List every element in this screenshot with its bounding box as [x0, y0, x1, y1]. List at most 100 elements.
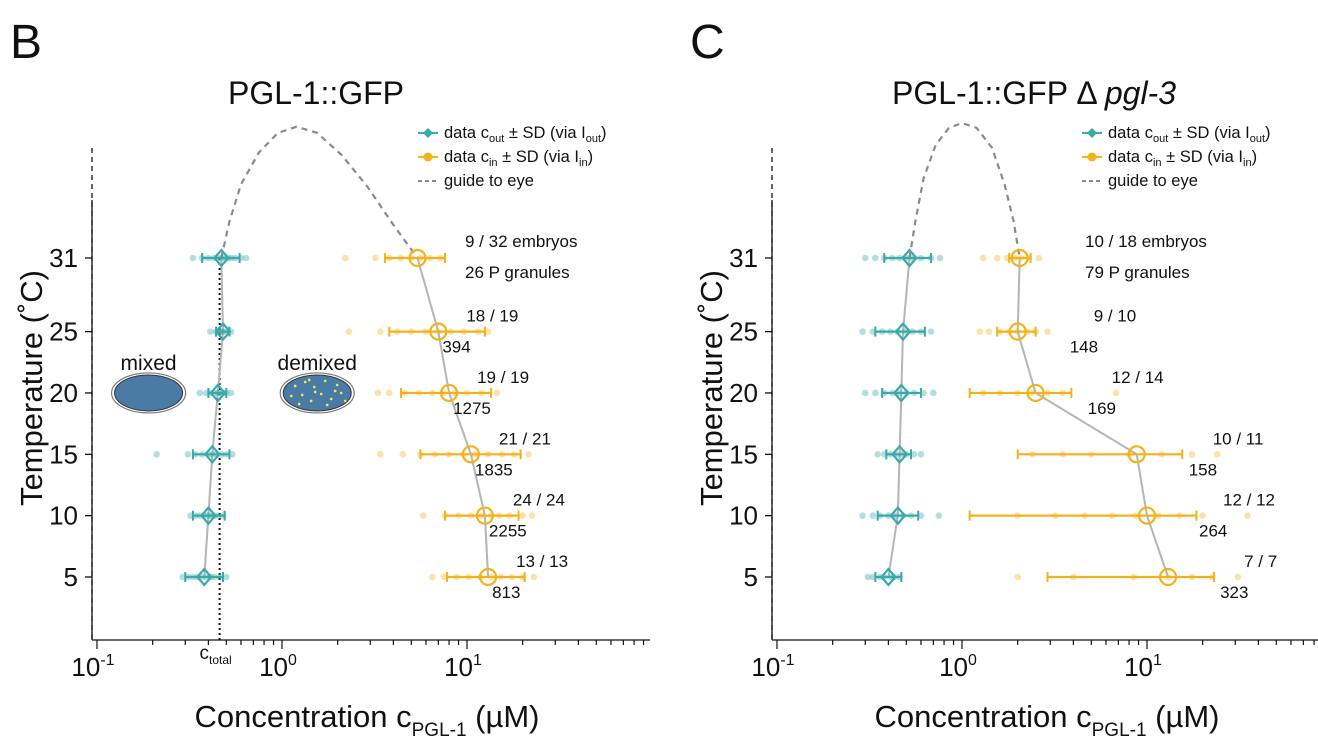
p-granule-dot — [303, 380, 307, 384]
cin-mean-marker — [1010, 248, 1029, 268]
demixed-droplet-illustration: demixed — [278, 352, 357, 414]
legend-text: data c — [444, 124, 489, 142]
p-granule-dot — [300, 393, 304, 397]
p-granule-dot — [335, 383, 339, 387]
cout-mean-marker — [891, 444, 909, 464]
cin-raw-point — [493, 389, 501, 397]
y-tick-label: 31 — [49, 243, 78, 273]
x-tick-base: 10 — [939, 652, 968, 682]
legend-text: data c — [1108, 124, 1153, 142]
cout-mean-marker — [214, 321, 232, 342]
cout-connector-line — [203, 257, 225, 578]
y-tick-label: 15 — [729, 439, 758, 469]
cout-raw-point — [917, 451, 925, 458]
p-granule-dot — [323, 379, 327, 383]
demixed-label: demixed — [278, 352, 357, 375]
annotation-embryos: 24 / 24 — [513, 491, 565, 510]
p-granule-dot — [307, 378, 311, 382]
cin-mean-marker — [1137, 506, 1157, 525]
cin-raw-point — [1035, 254, 1043, 262]
cout-raw-point — [869, 512, 877, 519]
x-tick-label: 10-1 — [751, 652, 794, 682]
cout-mean-marker — [195, 567, 213, 587]
annotation-granules: 79 P granules — [1085, 263, 1190, 282]
x-tick-exponent: -1 — [780, 652, 794, 669]
x-tick-label: 101 — [444, 652, 482, 682]
cin-raw-point — [993, 254, 1001, 262]
x-tick-base: 10 — [1124, 652, 1153, 682]
p-granule-dot — [312, 385, 316, 389]
x-axis-label-unit: (µM) — [467, 699, 540, 734]
cout-mean-marker — [892, 383, 910, 403]
cout-mean-marker — [894, 321, 912, 342]
legend-sub: in — [1243, 157, 1252, 169]
p-granule-dot — [325, 403, 329, 407]
annotation-granules: 2255 — [489, 522, 527, 541]
cout-mean-marker — [889, 505, 907, 526]
annotation-granules: 169 — [1088, 399, 1116, 418]
chart-title: PGL-1::GFP Δ pgl-3 — [892, 75, 1176, 111]
p-granule-dot — [339, 391, 343, 395]
p-granule-dot — [289, 394, 293, 398]
legend-text: data c — [1108, 148, 1153, 166]
cout-mean-marker — [212, 248, 230, 268]
cin-mean-marker — [408, 248, 427, 268]
cin-mean-marker — [1127, 445, 1146, 464]
legend-text: ± SD (via I — [1162, 148, 1244, 166]
cin-raw-point — [377, 328, 384, 335]
cin-mean-marker — [439, 383, 459, 403]
cin-raw-point — [385, 389, 393, 397]
panel-letter: C — [690, 16, 725, 69]
cout-raw-point — [874, 451, 881, 458]
x-tick-label: 101 — [1124, 652, 1162, 682]
x-tick-base: 10 — [71, 652, 100, 682]
cin-raw-point — [528, 512, 536, 519]
cin-raw-point — [525, 451, 532, 458]
annotation-granules: 813 — [492, 583, 520, 602]
cout-raw-point — [861, 389, 869, 397]
cin-mean-marker — [461, 445, 481, 464]
legend-sub: out — [1250, 133, 1265, 145]
cin-mean-marker — [1008, 322, 1027, 341]
x-axis-label-main: Concentration c — [875, 699, 1092, 734]
legend-sub: in — [579, 157, 588, 169]
cout-raw-point — [189, 254, 197, 262]
legend-entry: data cout ± SD (via Iout) — [1108, 124, 1271, 145]
cout-raw-point — [935, 512, 943, 519]
legend-sub: in — [489, 157, 498, 169]
x-tick-label: 10-1 — [71, 652, 114, 682]
cin-mean-marker — [1026, 383, 1045, 403]
cin-raw-point — [519, 512, 526, 519]
x-tick-exponent: 0 — [288, 652, 297, 669]
y-tick-label: 20 — [49, 378, 78, 408]
chart-title-main: PGL-1::GFP Δ — [892, 75, 1105, 111]
legend-text: ) — [1252, 148, 1258, 166]
p-granule-dot — [309, 399, 313, 403]
cin-raw-point — [374, 389, 382, 397]
x-tick-base: 10 — [751, 652, 780, 682]
x-tick-base: 10 — [444, 652, 473, 682]
c-total-sub: total — [209, 653, 232, 667]
cin-mean-marker — [1158, 567, 1178, 587]
c-total-main: c — [200, 643, 210, 664]
x-tick-exponent: 1 — [1153, 652, 1162, 669]
cout-raw-point — [184, 451, 192, 458]
legend-entry: data cin ± SD (via Iin) — [444, 148, 593, 169]
x-tick-base: 10 — [259, 652, 288, 682]
p-granule-dot — [333, 389, 337, 393]
cin-connector-line — [416, 257, 490, 578]
y-tick-label: 5 — [64, 562, 78, 592]
cout-mean-marker — [900, 248, 918, 268]
legend-cin-marker — [1087, 152, 1097, 162]
annotation-granules: 323 — [1220, 583, 1248, 602]
x-axis-label-sub: PGL-1 — [1092, 720, 1147, 741]
legend-sub: out — [586, 133, 601, 145]
annotation-embryos: 18 / 19 — [466, 307, 518, 326]
y-axis-label: Temperature (˚C) — [14, 270, 49, 506]
cin-raw-point — [1112, 389, 1120, 397]
cout-raw-point — [936, 254, 944, 262]
p-granule-dot — [297, 402, 301, 406]
annotation-granules: 264 — [1199, 522, 1227, 541]
